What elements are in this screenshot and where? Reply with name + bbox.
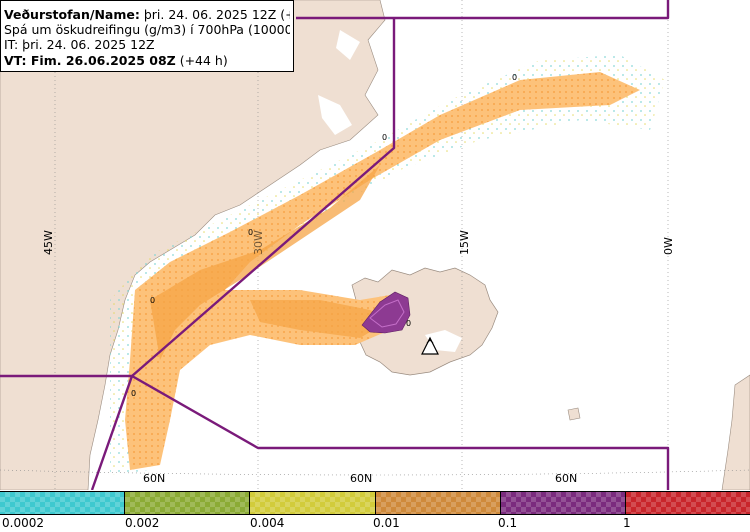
concentration-legend: 0.0002 0.002 0.004 0.01 0.1 1	[0, 490, 750, 532]
legend-swatch-yellow	[250, 492, 376, 514]
legend-label-4: 0.1	[498, 516, 518, 530]
legend-label-1: 0.002	[125, 516, 160, 530]
legend-swatch-red	[625, 492, 750, 514]
volcano-icon	[421, 336, 439, 355]
lat-label-60n-3: 60N	[555, 472, 577, 485]
lat-label-60n-1: 60N	[143, 472, 165, 485]
graticule	[0, 0, 750, 490]
contour-label: 0	[382, 133, 387, 142]
legend-label-0: 0.0002	[2, 516, 44, 530]
legend-swatch-cyan	[0, 492, 126, 514]
forecast-info-box: Veðurstofan/Name: þri. 24. 06. 2025 12Z …	[0, 0, 294, 72]
legend-label-5: 1	[623, 516, 631, 530]
contour-label: 0	[131, 389, 136, 398]
legend-swatch-orange	[375, 492, 501, 514]
contour-label: 0	[150, 296, 155, 305]
legend-color-bar	[0, 491, 750, 515]
greenland-landmass	[0, 0, 386, 490]
legend-label-3: 0.01	[373, 516, 400, 530]
lat-label-60n-2: 60N	[350, 472, 372, 485]
issue-time: IT: þri. 24. 06. 2025 12Z	[4, 37, 155, 53]
valid-time: VT: Fim. 26.06.2025 08Z	[4, 52, 176, 68]
issuer-date: þri. 24. 06. 2025 12Z (+44 h)	[143, 7, 290, 22]
greenland-fjord-2	[336, 30, 360, 60]
ash-forecast-map: 45W 30W 15W 0W 60N 60N 60N 0 0 0 0 0 0	[0, 0, 750, 490]
plume-core	[361, 291, 411, 334]
greenland-fjord	[318, 95, 352, 135]
contour-label: 0	[406, 319, 411, 328]
issuer-label: Veðurstofan/Name:	[4, 7, 140, 22]
lon-label-45w: 45W	[42, 230, 55, 255]
legend-label-2: 0.004	[250, 516, 285, 530]
lon-label-30w: 30W	[252, 230, 265, 255]
product-description: Spá um öskudreifingu (g/m3) í 700hPa (10…	[4, 22, 290, 38]
valid-time-line: VT: Fim. 26.06.2025 08Z (+44 h)	[4, 53, 290, 68]
small-island	[567, 407, 581, 421]
lon-label-0w: 0W	[662, 237, 675, 255]
lon-label-15w: 15W	[458, 230, 471, 255]
ash-plume	[110, 55, 665, 475]
fir-boundary	[0, 0, 670, 490]
contour-label: 0	[512, 73, 517, 82]
norway-coast	[721, 374, 750, 490]
legend-swatch-purple	[500, 492, 626, 514]
contour-label: 0	[248, 228, 253, 237]
issuer-line: Veðurstofan/Name: þri. 24. 06. 2025 12Z …	[4, 7, 290, 22]
legend-swatch-olive	[125, 492, 251, 514]
plume-core-outline	[369, 299, 405, 328]
valid-time-offset: (+44 h)	[175, 52, 228, 68]
